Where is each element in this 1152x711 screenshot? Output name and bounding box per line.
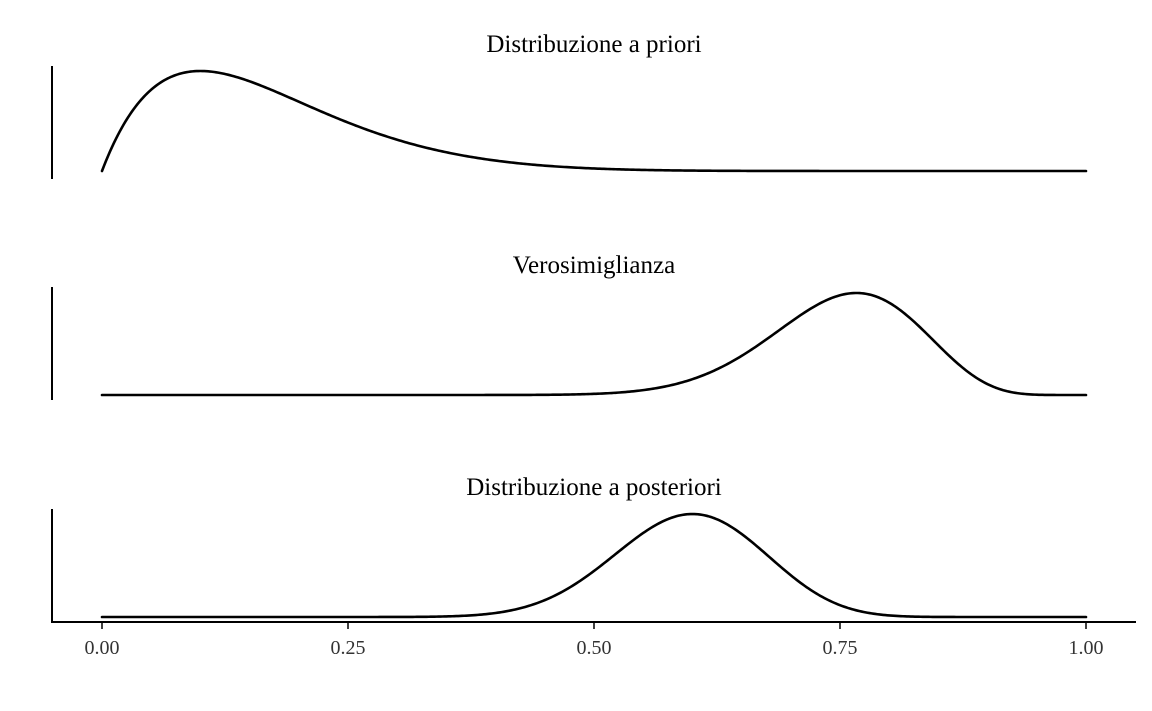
panel-prior: Distribuzione a priori	[51, 31, 1088, 179]
panel-title-likelihood: Verosimiglianza	[513, 252, 675, 279]
x-axis-ticks: 0.00 0.25 0.50 0.75 1.00	[85, 622, 1104, 659]
x-tick-label: 1.00	[1069, 637, 1104, 659]
x-tick-label: 0.50	[577, 637, 612, 659]
panel-posterior: Distribuzione a posteriori 0.00 0.25 0.50 0…	[51, 474, 1136, 659]
density-curve-posterior	[100, 512, 1088, 619]
likelihood-curve	[100, 291, 1088, 397]
x-tick-label: 0.25	[331, 637, 366, 659]
panel-likelihood: Verosimiglianza	[51, 252, 1088, 400]
panel-title-posterior: Distribuzione a posteriori	[466, 474, 722, 501]
panel-title-prior: Distribuzione a priori	[486, 31, 701, 58]
density-curve-prior	[100, 69, 1088, 173]
x-tick-label: 0.00	[85, 637, 120, 659]
x-tick-label: 0.75	[823, 637, 858, 659]
